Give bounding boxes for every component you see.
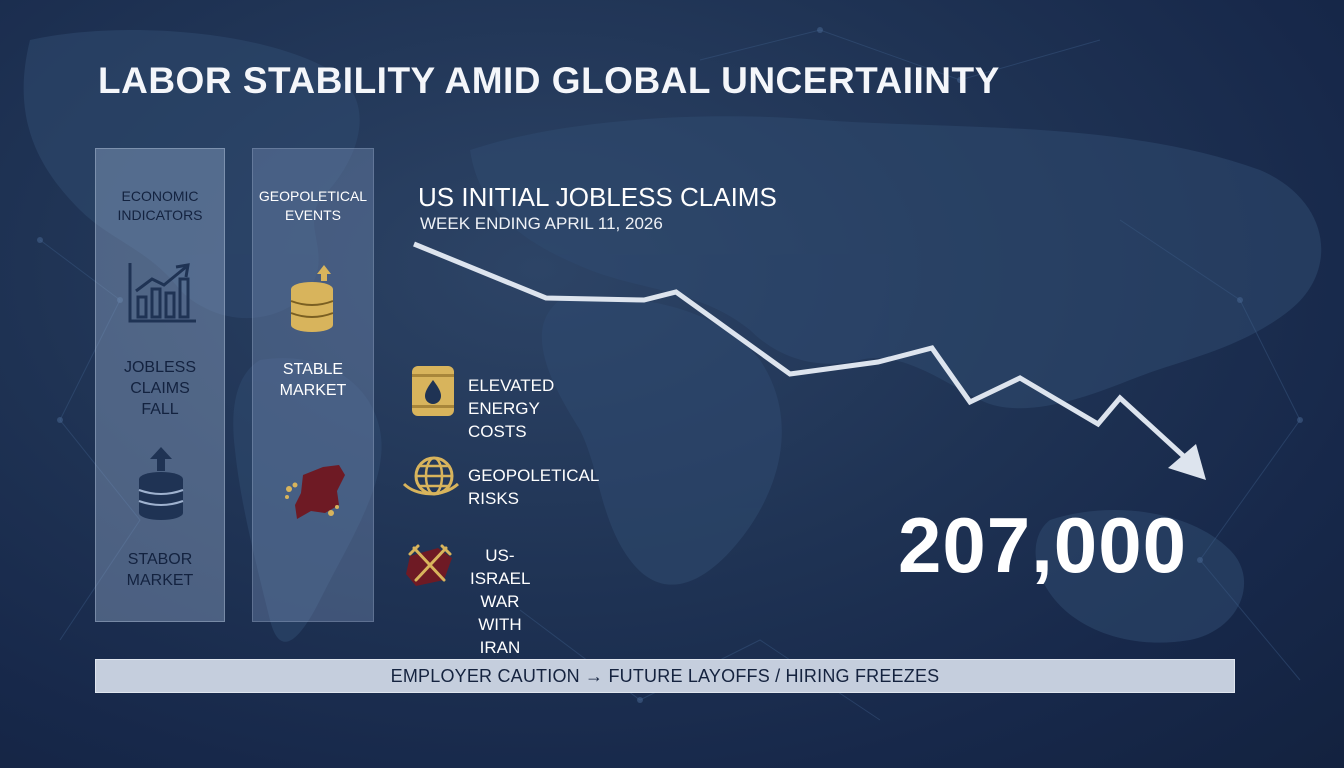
oil-barrel-icon — [412, 366, 454, 416]
chart-subtitle: WEEK ENDING APRIL 11, 2026 — [420, 214, 663, 233]
employer-caution-banner: EMPLOYER CAUTION → FUTURE LAYOFFS / HIRI… — [95, 659, 1235, 693]
page-title: LABOR STABILITY AMID GLOBAL UNCERTAIINTY — [98, 60, 1000, 101]
coin-stack-up-icon — [138, 447, 184, 520]
geopolitical-events-header: GEOPOLETICAL EVENTS — [258, 188, 368, 223]
claims-value: 207,000 — [898, 501, 1187, 589]
economic-indicators-panel: ECONOMIC INDICATORS JOBLESS CLAIMS FALL … — [95, 148, 225, 622]
claims-trend-line — [413, 241, 1192, 464]
bar-chart-up-icon — [128, 263, 196, 323]
economic-indicators-header: ECONOMIC INDICATORS — [117, 188, 203, 223]
employer-caution-banner-text: EMPLOYER CAUTION → FUTURE LAYOFFS / HIRI… — [390, 665, 940, 686]
coin-stack-up-icon — [290, 265, 334, 332]
chart-title: US INITIAL JOBLESS CLAIMS — [418, 182, 777, 212]
geopolitical-events-panel: GEOPOLETICAL EVENTS STABLE MARKET — [252, 148, 374, 622]
globe-icon — [402, 456, 459, 496]
map-region-icon — [285, 465, 345, 519]
jobless-claims-fall-label: JOBLESS CLAIMS FALL — [123, 359, 197, 418]
factor-geopolitical-risks-label: GEOPOLETICAL RISKS — [468, 466, 599, 508]
stable-market-label: STABLE MARKET — [279, 361, 347, 399]
crossed-swords-icon — [406, 544, 452, 586]
factor-war-with-iran-label: US-ISRAEL WAR WITH IRAN — [470, 546, 531, 657]
factor-energy-costs-label: ELEVATED ENERGY COSTS — [468, 376, 555, 441]
claims-trend-arrowhead — [1168, 444, 1206, 480]
stabor-market-label: STABOR MARKET — [126, 551, 194, 589]
